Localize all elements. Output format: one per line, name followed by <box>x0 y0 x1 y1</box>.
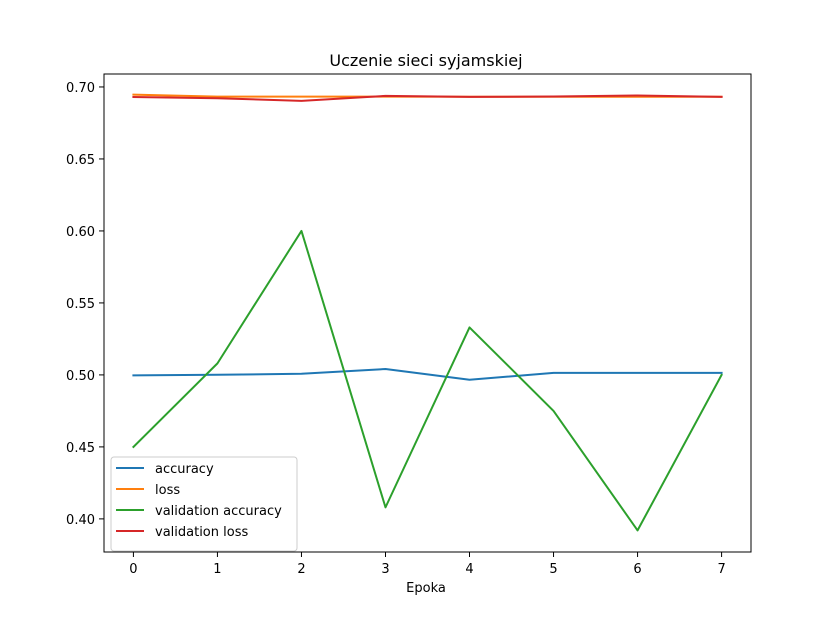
y-tick-label: 0.65 <box>66 153 95 168</box>
y-tick-label: 0.55 <box>66 297 95 312</box>
plot-area: 0 1 2 3 4 5 6 7 0.40 0.45 0.50 0.55 0.60 0.65 0.70 <box>66 73 752 577</box>
y-tick-label: 0.50 <box>66 369 95 384</box>
legend-box <box>110 456 298 552</box>
legend-label: accuracy <box>155 462 214 477</box>
y-tick-label: 0.70 <box>66 81 95 96</box>
x-tick-label: 3 <box>381 562 389 577</box>
x-tick-label: 2 <box>297 562 305 577</box>
x-tick-label: 6 <box>633 562 641 577</box>
series-line-accuracy <box>132 368 723 381</box>
y-tick-label: 0.60 <box>66 225 95 240</box>
chart-title: Uczenie sieci syjamskiej <box>329 51 522 70</box>
legend-label: loss <box>155 483 180 498</box>
legend-label: validation accuracy <box>155 504 282 519</box>
x-tick-label: 0 <box>129 562 137 577</box>
axes-frame <box>103 73 752 553</box>
x-tick-label: 7 <box>717 562 725 577</box>
series-line-validation-loss <box>132 94 723 102</box>
series-line-validation-accuracy <box>131 229 723 532</box>
legend: accuracy loss validation accuracy validatio… <box>110 456 298 552</box>
legend-label: validation loss <box>155 525 248 540</box>
x-tick-label: 1 <box>213 562 221 577</box>
y-tick-label: 0.40 <box>66 513 95 528</box>
x-tick-label: 4 <box>465 562 473 577</box>
x-tick-label: 5 <box>549 562 557 577</box>
x-axis-label: Epoka <box>406 581 446 596</box>
y-tick-label: 0.45 <box>66 441 95 456</box>
